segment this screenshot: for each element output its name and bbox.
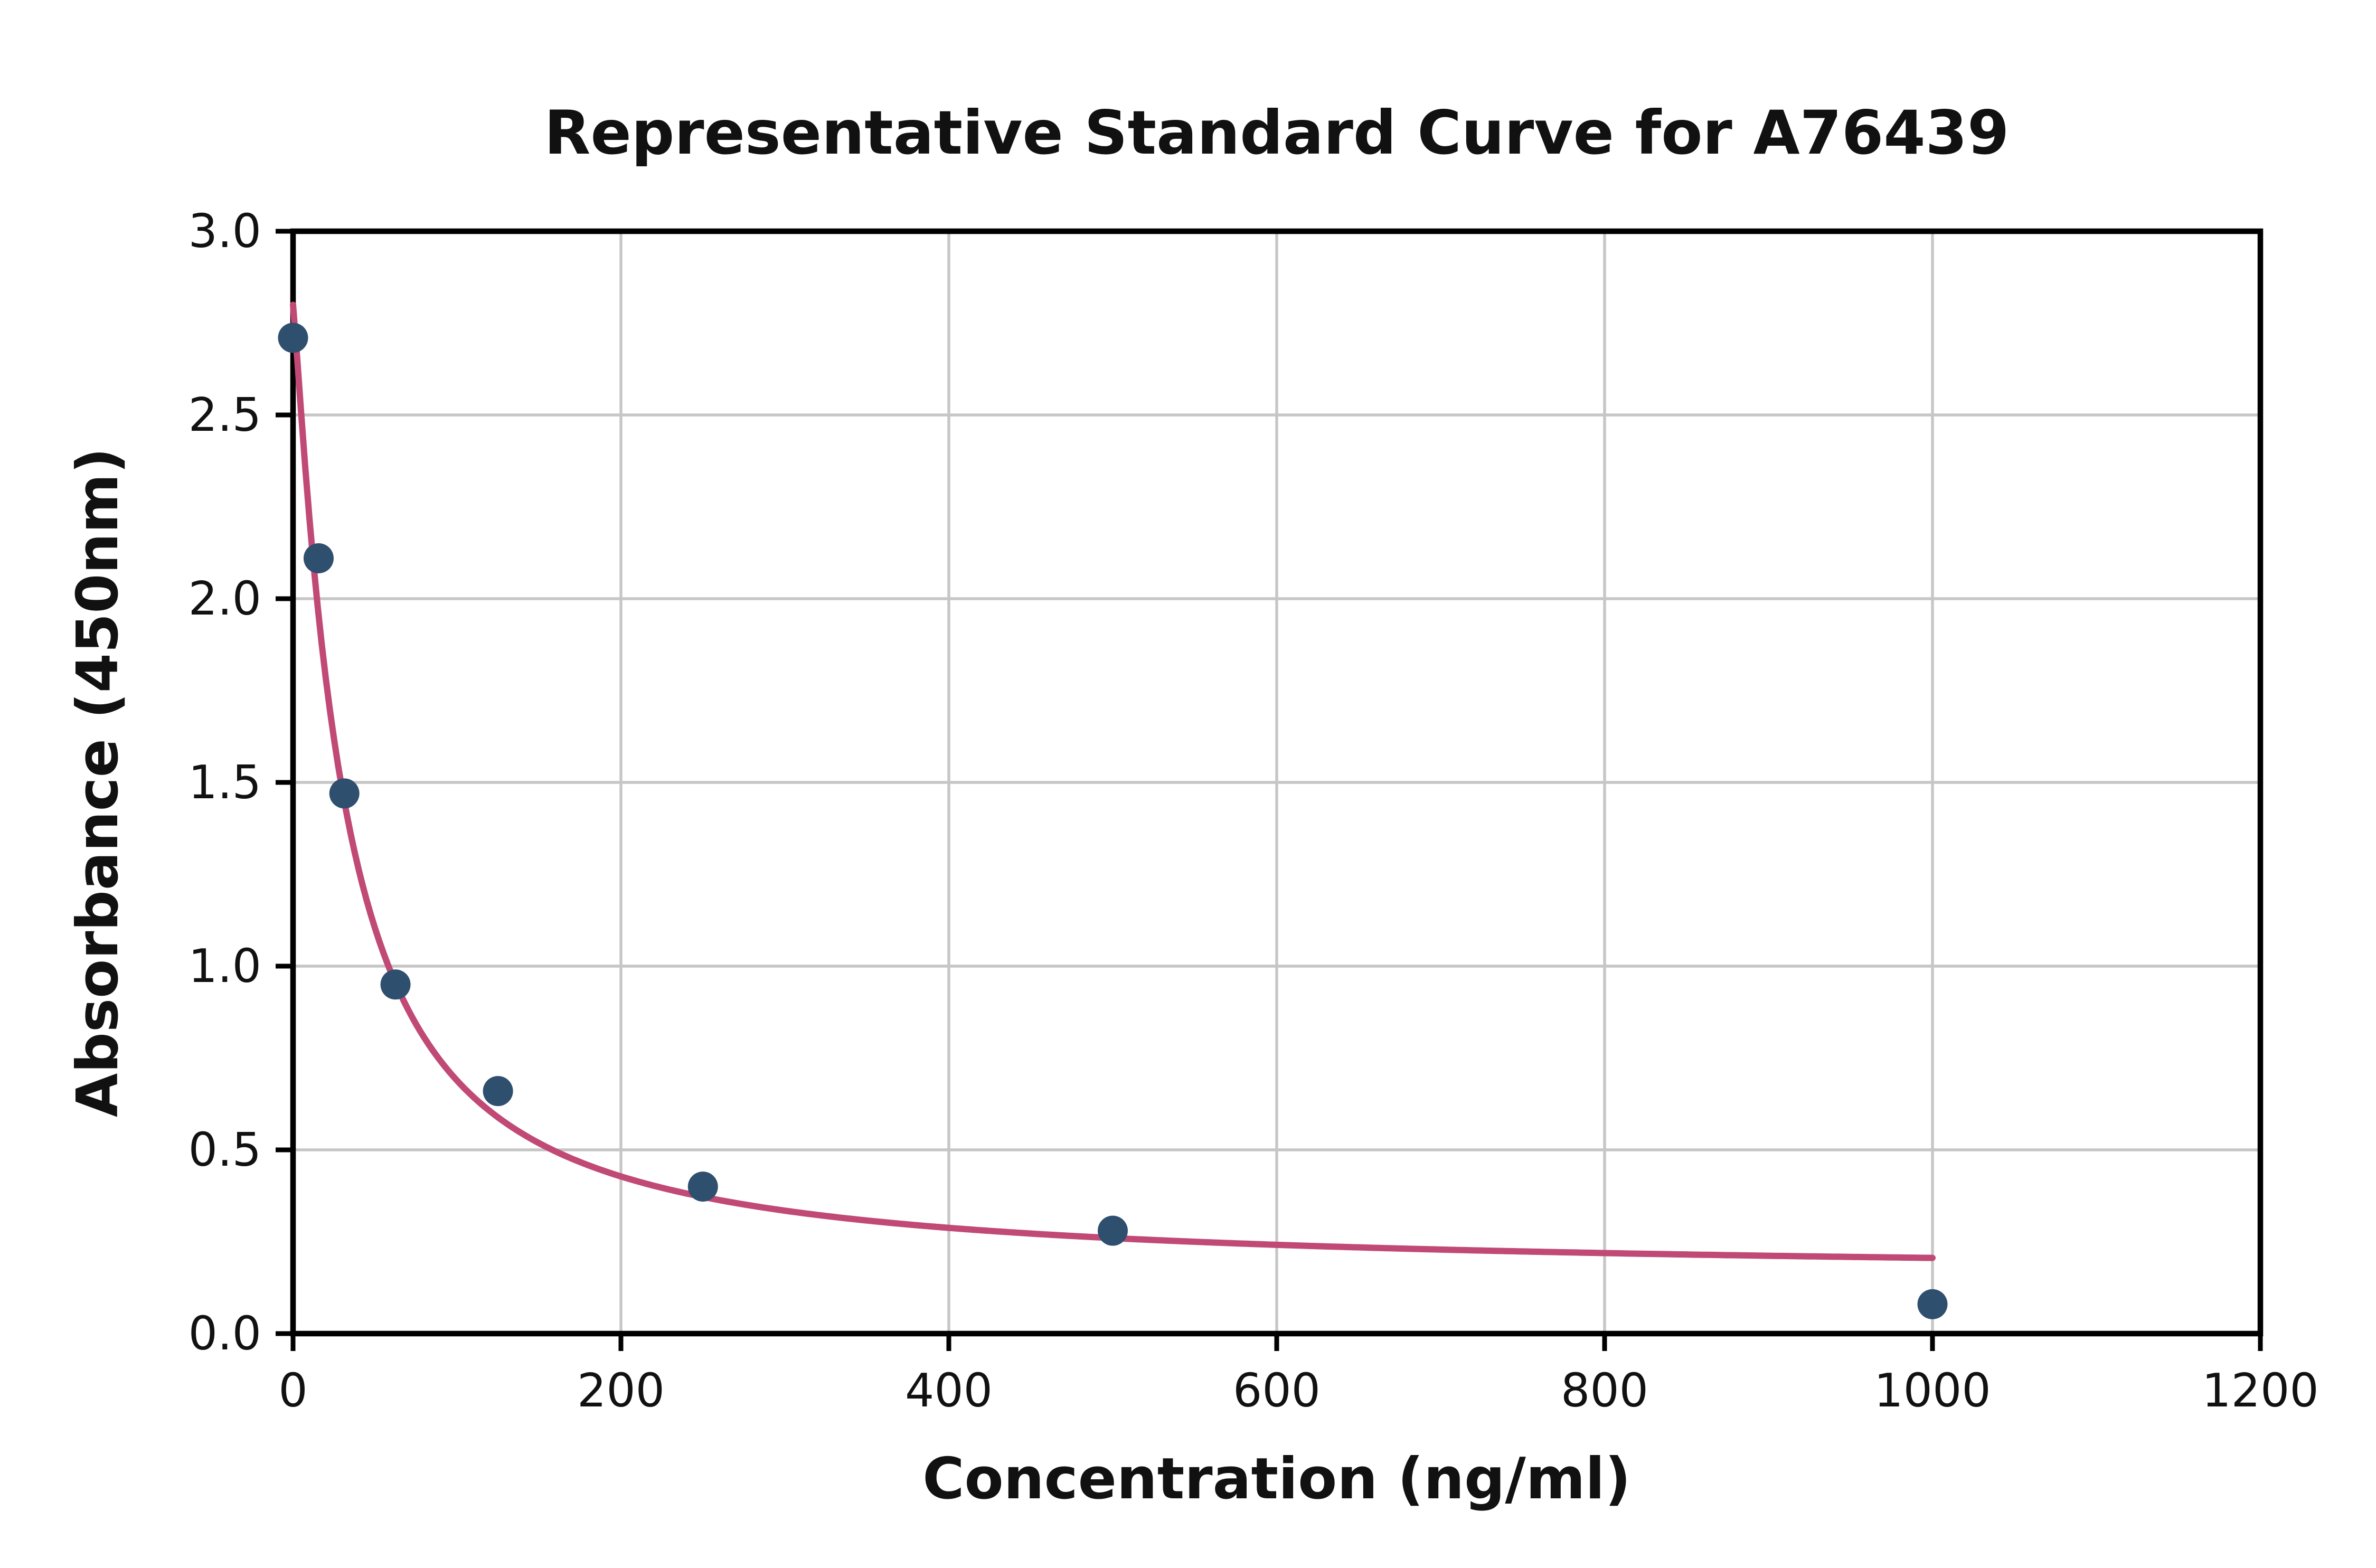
data-point xyxy=(1098,1215,1128,1246)
y-tick-label: 1.0 xyxy=(188,939,261,993)
x-axis-label: Concentration (ng/ml) xyxy=(922,1446,1631,1512)
y-tick-label: 0.5 xyxy=(188,1123,261,1177)
data-point xyxy=(380,969,411,1000)
y-tick-label: 1.5 xyxy=(188,755,261,809)
x-tick-label: 800 xyxy=(1561,1364,1648,1418)
y-tick-label: 2.0 xyxy=(188,572,261,626)
data-point xyxy=(483,1076,513,1107)
y-tick-label: 2.5 xyxy=(188,388,261,442)
x-tick-label: 400 xyxy=(905,1364,993,1418)
data-point xyxy=(687,1172,718,1202)
chart-title: Representative Standard Curve for A76439 xyxy=(544,98,2010,168)
data-point xyxy=(1917,1289,1948,1319)
x-tick-label: 600 xyxy=(1233,1364,1321,1418)
y-tick-label: 0.0 xyxy=(188,1307,261,1361)
x-tick-label: 1200 xyxy=(2202,1364,2318,1418)
plot-area: 0 200 400 600 800 1000 1200 0.0 0.5 1.0 1.5 2.0 2.5 3… xyxy=(188,204,2319,1418)
x-tick-label: 200 xyxy=(577,1364,665,1418)
data-point xyxy=(278,323,308,353)
y-tick-label: 3.0 xyxy=(188,204,261,258)
x-tick-label: 0 xyxy=(278,1364,307,1418)
y-axis-label: Absorbance (450nm) xyxy=(65,448,131,1117)
data-point xyxy=(303,543,334,573)
x-tick-label: 1000 xyxy=(1874,1364,1991,1418)
data-point xyxy=(329,778,360,809)
